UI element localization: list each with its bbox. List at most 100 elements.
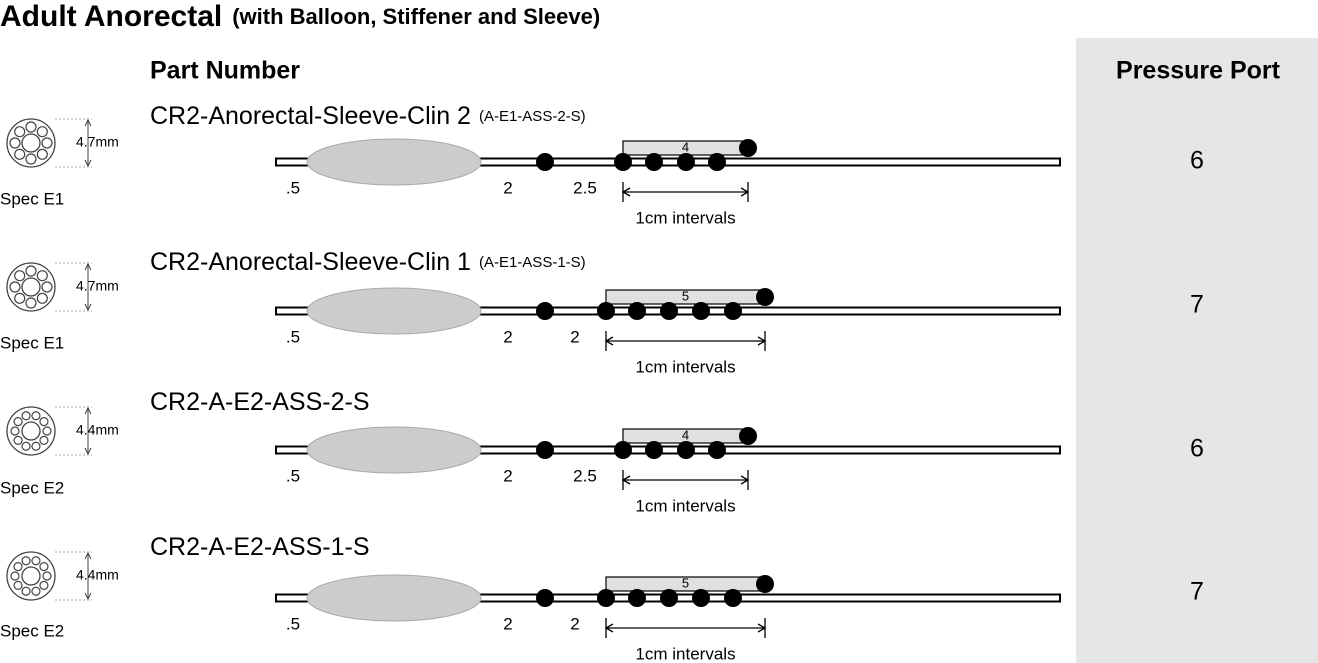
sensor [660,302,678,320]
spacing-label: .5 [286,327,300,346]
interval-arrow [604,618,767,638]
balloon [306,287,482,335]
spacing-label: 2 [503,327,512,346]
sleeve-count: 4 [682,427,689,442]
balloon [306,138,482,186]
interval-label: 1cm intervals [635,357,735,376]
port-hole [10,426,20,436]
diameter-label: 4.4mm [76,422,119,438]
lumen [21,566,41,586]
port-hole [14,292,26,304]
lumen [21,421,41,441]
catheter-tube [275,157,1061,167]
diameter-label: 4.4mm [76,567,119,583]
port-hole [36,148,48,160]
sensor [536,589,554,607]
spacing-label: 2 [503,466,512,485]
part-number: CR2-Anorectal-Sleeve-Clin 1 (A-E1-ASS-1-S… [150,248,586,276]
port-hole [31,586,41,596]
port-hole [41,137,53,149]
sensor [708,153,726,171]
part-number: CR2-Anorectal-Sleeve-Clin 2 (A-E1-ASS-2-S… [150,102,586,130]
sensor [692,589,710,607]
part-number-text: CR2-Anorectal-Sleeve-Clin 2 [150,102,471,130]
port-hole [10,571,20,581]
port-hole [9,281,21,293]
port-hole [25,153,37,165]
port-hole [31,411,41,421]
spacing-label: 2.5 [573,178,597,197]
sensor [536,153,554,171]
port-hole [39,416,49,427]
sleeve-end [739,139,757,157]
port-hole [25,297,37,309]
pressure-port: 7 [1190,291,1204,319]
interval-arrow [621,470,750,490]
spacing-label: 2 [503,614,512,633]
sleeve-end [756,575,774,593]
interval-arrow [604,331,767,351]
port-panel [1076,38,1318,663]
port-hole [13,435,23,446]
sensor [724,302,742,320]
part-number-text: CR2-A-E2-ASS-1-S [150,533,370,561]
interval-arrow [621,182,750,202]
port-hole [41,281,53,293]
spec-label: Spec E1 [0,333,64,352]
part-number-text: CR2-Anorectal-Sleeve-Clin 1 [150,248,471,276]
catheter-row: 4.4mm Spec E2 CR2-A-E2-ASS-1-S 5 .5 2 2 1cm int… [0,533,1204,663]
port-hole [21,441,31,451]
sleeve-count: 5 [682,575,689,590]
part-number: CR2-A-E2-ASS-2-S [150,388,370,416]
part-number: CR2-A-E2-ASS-1-S [150,533,370,561]
balloon [306,574,482,622]
title: Adult Anorectal (with Balloon, Stiffener … [0,0,600,33]
sensor [614,153,632,171]
part-number-header: Part Number [150,57,300,85]
port-hole [42,426,52,436]
port-hole [14,148,26,160]
spec-label: Spec E2 [0,478,64,497]
sensor [628,589,646,607]
sensor [724,589,742,607]
sensor [677,153,695,171]
spacing-label: 2 [503,178,512,197]
sensor [628,302,646,320]
port-hole [21,556,31,566]
dimension-arrow [84,262,92,312]
spacing-label: .5 [286,178,300,197]
port-hole [9,137,21,149]
spec-label: Spec E1 [0,189,64,208]
catheter-row: 4.4mm Spec E2 CR2-A-E2-ASS-2-S 4 .5 2 2.5 1cm i… [0,388,1204,516]
pressure-port: 6 [1190,147,1204,175]
port-hole [39,435,49,446]
sleeve-count: 5 [682,288,689,303]
catheter-tube [275,445,1061,455]
port-hole [13,561,23,572]
port-hole [31,441,41,451]
spacing-label: .5 [286,466,300,485]
sensor [645,153,663,171]
sensor [614,441,632,459]
spacing-label: 2.5 [573,466,597,485]
diameter-label: 4.7mm [76,278,119,294]
sleeve-count: 4 [682,139,689,154]
dimension-arrow [84,406,92,456]
pressure-port: 6 [1190,435,1204,463]
spacing-label: 2 [570,327,579,346]
pressure-port-header: Pressure Port [1116,57,1281,85]
diameter-label: 4.7mm [76,134,119,150]
dimension-arrow [84,118,92,168]
sensor [660,589,678,607]
sensor [645,441,663,459]
sensor [708,441,726,459]
sensor [597,302,615,320]
lumen [21,133,41,153]
part-number-text: CR2-A-E2-ASS-2-S [150,388,370,416]
catheter-row: 4.7mm Spec E1 CR2-Anorectal-Sleeve-Clin 2 (… [0,102,1204,228]
sensor [536,302,554,320]
sensor [677,441,695,459]
port-hole [25,121,37,133]
